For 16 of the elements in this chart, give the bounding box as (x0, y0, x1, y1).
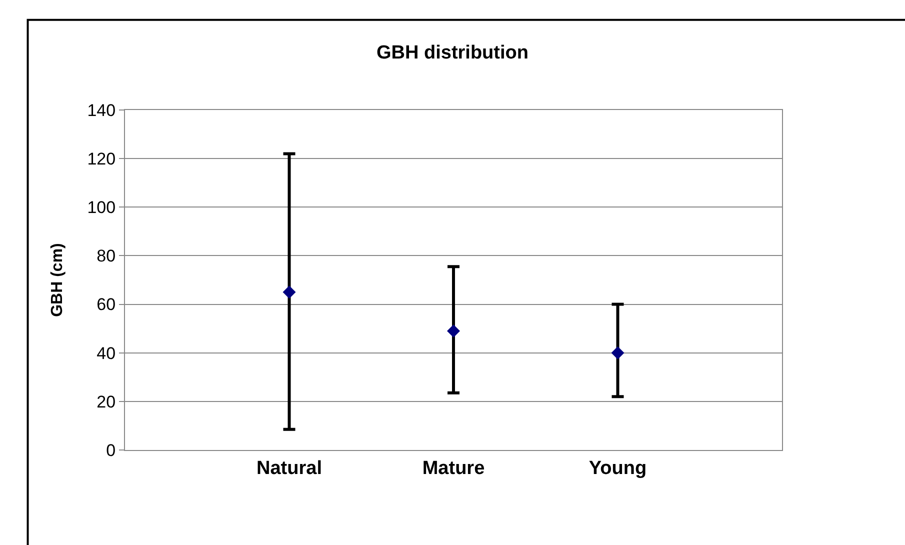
y-tick-label: 100 (87, 198, 116, 218)
chart-title: GBH distribution (376, 42, 528, 64)
y-tick-label: 0 (106, 440, 116, 460)
point (611, 346, 624, 360)
y-tick-label: 40 (96, 344, 116, 363)
x-tick-label: Mature (422, 458, 485, 479)
x-tick-label: Natural (256, 458, 322, 479)
y-tick-label: 20 (96, 392, 116, 412)
x-tick-label: Young (588, 458, 647, 479)
point (282, 286, 296, 299)
y-tick-label: 120 (87, 150, 116, 169)
point (447, 324, 460, 338)
y-tick-label: 80 (96, 246, 116, 266)
y-axis-title: GBH (cm) (49, 243, 66, 317)
y-tick-label: 140 (87, 100, 116, 120)
y-tick-label: 60 (96, 295, 116, 314)
